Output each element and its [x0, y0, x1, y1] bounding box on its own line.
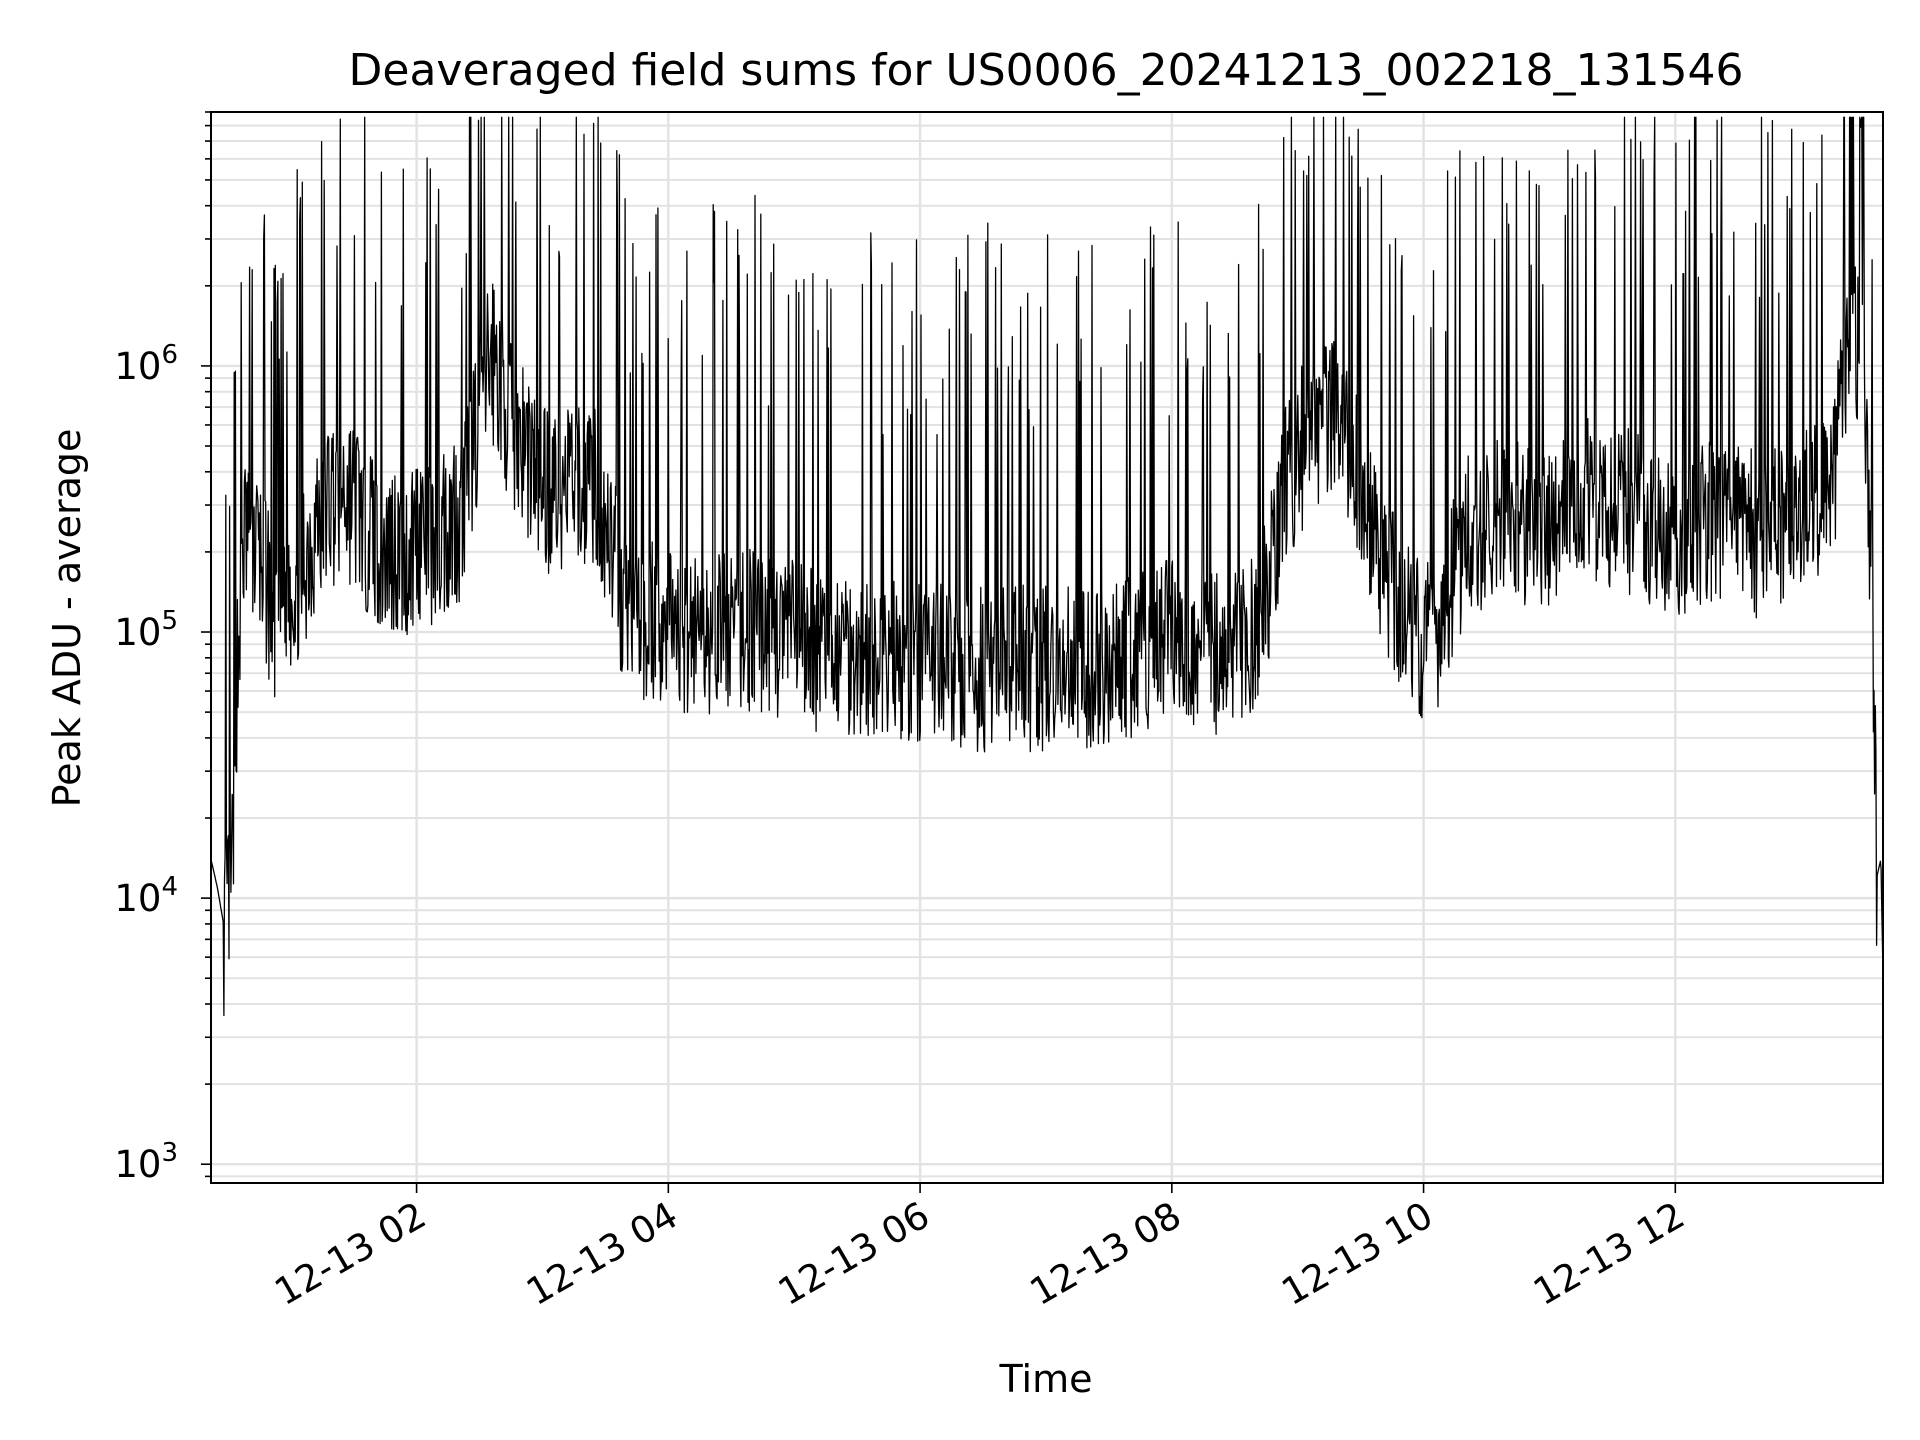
y-tick-label: 104	[114, 872, 178, 920]
series-line	[210, 116, 1884, 1017]
y-tick-label: 106	[114, 340, 178, 388]
x-axis-label: Time	[999, 1357, 1093, 1401]
y-tick-label: 105	[114, 606, 178, 654]
chart-title: Deaveraged field sums for US0006_2024121…	[349, 45, 1744, 96]
y-tick-label: 103	[114, 1138, 178, 1186]
plot-frame	[210, 111, 1884, 1184]
y-axis-label: Peak ADU - average	[45, 429, 89, 808]
series-layer	[210, 116, 1884, 1017]
